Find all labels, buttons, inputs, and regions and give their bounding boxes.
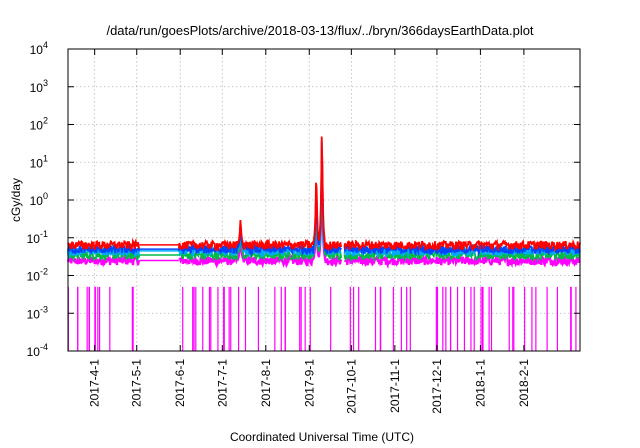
x-axis-label: Coordinated Universal Time (UTC): [230, 430, 414, 444]
series-line: [66, 252, 141, 268]
y-tick-label: 10-4: [27, 342, 48, 359]
series-line: [178, 141, 342, 257]
y-tick-label: 103: [30, 78, 48, 95]
plot-layer: [66, 136, 581, 351]
x-tick-label: 2018-2-1: [517, 359, 531, 407]
x-tick-label: 2017-5-1: [130, 359, 144, 407]
series-line: [67, 243, 140, 255]
x-tick-label: 2017-6-1: [173, 359, 187, 407]
x-tick-label: 2017-12-1: [430, 359, 444, 414]
x-tick-label: 2017-10-1: [344, 359, 358, 414]
y-tick-label: 100: [30, 191, 48, 208]
y-tick-label: 102: [30, 116, 48, 133]
chart-title: /data/run/goesPlots/archive/2018-03-13/f…: [106, 23, 533, 38]
series-line: [343, 242, 581, 258]
x-tick-label: 2017-8-1: [259, 359, 273, 407]
y-axis-label: cGy/day: [9, 178, 23, 222]
y-tick-label: 10-1: [27, 229, 48, 246]
x-tick-label: 2017-11-1: [388, 359, 402, 413]
y-tick-label: 10-3: [27, 304, 48, 321]
plot-frame: [67, 48, 581, 352]
series-line: [343, 253, 581, 270]
grid-layer: [68, 49, 580, 351]
x-tick-label: 2018-1-1: [473, 359, 487, 407]
x-tick-label: 2017-9-1: [302, 359, 316, 407]
y-tick-label: 104: [30, 40, 48, 57]
y-tick-label: 101: [30, 153, 48, 170]
series-line: [343, 238, 581, 253]
series-line: [178, 136, 342, 253]
axis-layer: 10-4 10-3 10-2 10-1 100 101 102 103 104 2017-4-1 2…: [27, 40, 580, 414]
x-tick-label: 2017-7-1: [215, 359, 229, 407]
series-line: [67, 237, 140, 252]
x-tick-label: 2017-4-1: [88, 359, 102, 407]
y-tick-label: 10-2: [27, 267, 48, 284]
